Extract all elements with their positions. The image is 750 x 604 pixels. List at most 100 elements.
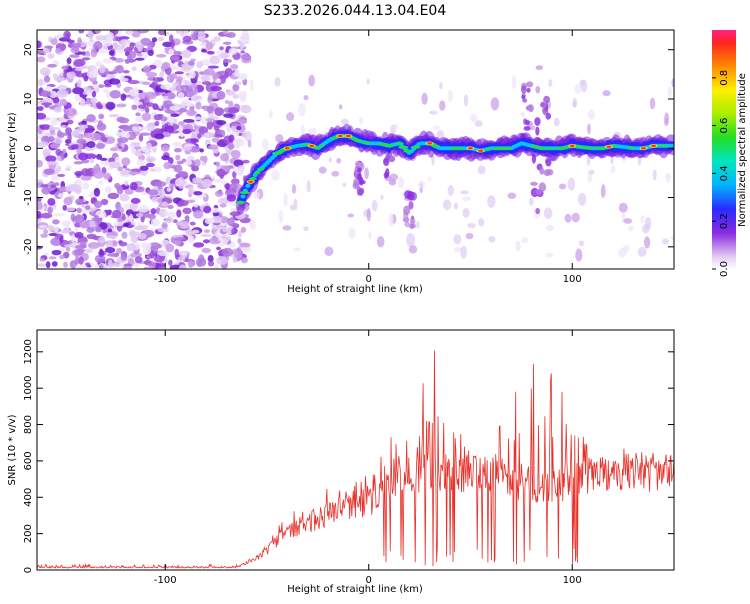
spectrogram-noise-blob <box>232 170 237 179</box>
spectrogram-noise-blob <box>98 180 104 185</box>
spectrogram-noise-blob <box>191 165 200 172</box>
spectrogram-faint-blob <box>652 169 657 181</box>
ridge-core-green <box>387 143 395 147</box>
spectrogram-noise-blob <box>74 231 84 239</box>
spectrogram-noise-blob <box>121 265 133 269</box>
snr-ytick-label: 200 <box>23 524 34 543</box>
ridge-core-green <box>253 171 261 175</box>
spectrogram-noise-blob <box>108 78 121 85</box>
spectrogram-noise-blob <box>201 247 211 254</box>
spectrogram-noise-blob <box>230 183 238 191</box>
ridge-hotspot-red <box>345 134 351 138</box>
spectrogram-noise-blob <box>53 76 65 82</box>
spectrogram-noise-blob <box>108 113 120 118</box>
spectrogram-noise-blob <box>190 133 199 140</box>
ridge-hotspot-red <box>640 147 646 150</box>
spectrogram-noise-blob <box>173 164 183 173</box>
spectrogram-noise-blob <box>116 217 123 224</box>
spectrogram-noise-blob <box>232 83 240 92</box>
ridge-core-green <box>235 200 246 204</box>
spectrogram-faint-blob <box>588 109 595 120</box>
spectrogram-streak-blob <box>528 104 534 113</box>
spectrogram-noise-blob <box>226 194 237 202</box>
spectrogram-noise-blob <box>65 207 76 212</box>
spectrogram-noise-blob <box>232 138 245 147</box>
spectrogram-faint-blob <box>389 173 399 181</box>
spectrogram-noise-blob <box>152 147 157 153</box>
spectrogram-noise-blob <box>218 197 229 205</box>
spectrogram-noise-blob <box>62 251 70 259</box>
spectrogram-noise-blob <box>121 157 131 166</box>
spectrogram-noise-blob <box>142 246 151 256</box>
spectrogram-noise-blob <box>154 181 167 187</box>
spectrogram-noise-blob <box>78 30 85 34</box>
spectrogram-noise-blob <box>73 59 86 67</box>
spectrogram-noise-blob <box>201 48 207 53</box>
spectrogram-faint-blob <box>348 227 356 239</box>
spectrogram-noise-blob <box>210 207 220 213</box>
spectrogram-noise-blob <box>73 248 84 256</box>
spectrogram-noise-blob <box>208 237 221 245</box>
spectrogram-faint-blob <box>453 202 458 210</box>
spectrogram-noise-blob <box>87 241 100 250</box>
spectrogram-noise-blob <box>151 196 158 203</box>
ridge-core-green <box>555 146 561 150</box>
spectrogram-faint-blob <box>303 226 310 232</box>
spectrogram-noise-blob <box>158 30 166 36</box>
spectrogram-noise-blob <box>51 261 58 267</box>
spectrogram-noise-blob <box>78 256 84 265</box>
spectrogram-noise-blob <box>93 187 101 197</box>
spectrogram-noise-blob <box>145 156 156 163</box>
spectrogram-noise-blob <box>174 71 184 75</box>
spectrogram-noise-blob <box>166 115 175 124</box>
spectrogram-noise-blob <box>232 94 239 99</box>
spectrogram-noise-blob <box>50 237 63 247</box>
spectrogram-noise-blob <box>131 104 138 111</box>
spectrogram-streak-blob <box>538 182 547 192</box>
spectrogram-noise-blob <box>75 198 83 206</box>
spectrogram-noise-blob <box>161 155 171 161</box>
spectrogram-noise-blob <box>101 136 108 143</box>
spectrogram-noise-blob <box>103 172 112 180</box>
spectrogram-noise-blob <box>213 36 221 42</box>
spectrogram-noise-blob <box>165 243 175 253</box>
spectrogram-noise-blob <box>95 142 106 150</box>
spectrogram-noise-blob <box>118 117 130 124</box>
colorbar-tick-label: 0.0 <box>719 261 730 277</box>
spectrogram-noise-blob <box>134 146 142 150</box>
spectrogram-noise-blob <box>147 42 154 50</box>
spectrogram-noise-blob <box>214 190 224 197</box>
spectrogram-noise-blob <box>165 31 170 36</box>
ridge-hotspot-red <box>337 134 343 138</box>
spectrogram-noise-blob <box>178 264 187 269</box>
spectrogram-noise-blob <box>153 114 163 121</box>
spectrogram-noise-blob <box>222 227 228 233</box>
ridge-core-cyan <box>240 194 246 199</box>
spectrogram-noise-blob <box>177 170 189 178</box>
spectrogram-noise-blob <box>77 152 89 161</box>
spectrogram-faint-blob <box>249 219 257 230</box>
spectrogram-faint-blob <box>394 123 399 130</box>
spectrogram-noise-blob <box>153 77 158 85</box>
spectrogram-noise-blob <box>203 239 210 244</box>
spectrogram-noise-blob <box>96 122 107 131</box>
spectrogram-noise-blob <box>239 41 244 51</box>
spectrogram-noise-blob <box>157 36 165 42</box>
ridge-core-cyan <box>245 183 251 188</box>
spectrogram-noise-blob <box>219 52 229 60</box>
spectrogram-noise-blob <box>236 125 242 131</box>
spectrogram-faint-blob <box>460 245 467 259</box>
spectrogram-noise-blob <box>40 233 48 238</box>
spectrogram-noise-blob <box>157 243 162 249</box>
spectrogram-noise-blob <box>173 147 182 153</box>
spectrogram-noise-blob <box>61 65 69 70</box>
spectrogram-faint-blob <box>278 209 284 223</box>
spectrogram-noise-blob <box>66 71 76 80</box>
spectrogram-streak-blob <box>409 223 415 229</box>
snr-xlabel: Height of straight line (km) <box>287 584 423 595</box>
spectrogram-faint-blob <box>467 222 476 229</box>
ridge-core-green <box>239 191 250 195</box>
spectrogram-faint-blob <box>575 248 583 262</box>
spectrogram-noise-blob <box>116 185 124 195</box>
